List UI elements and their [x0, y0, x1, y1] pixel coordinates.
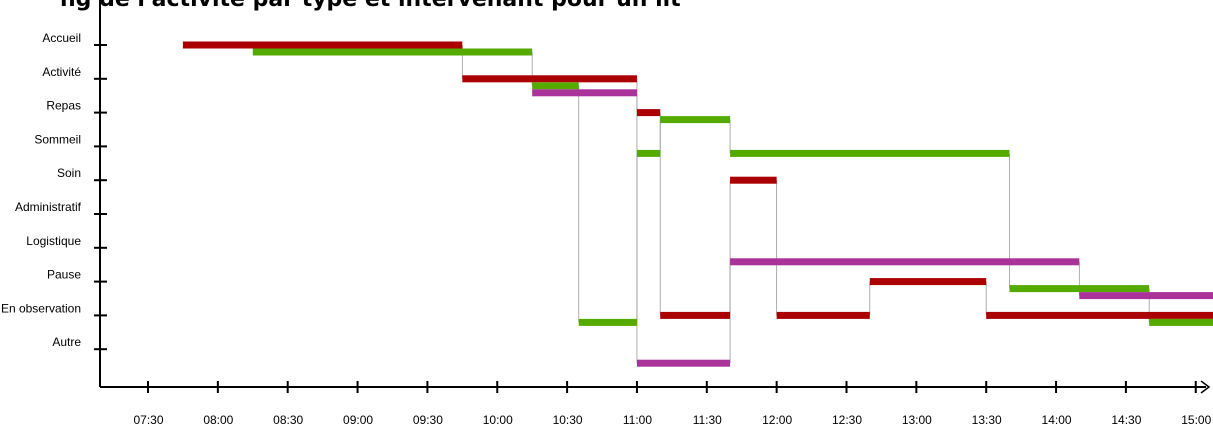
segment-bar: [636, 359, 731, 367]
x-tick-label: 15:00: [1181, 413, 1211, 427]
segment-bar: [730, 149, 1010, 157]
segment-bar: [578, 318, 637, 326]
y-tick-label: Activité: [42, 65, 81, 79]
x-tick-label: 08:00: [203, 413, 233, 427]
segment-bar: [182, 41, 463, 49]
segment-bar: [776, 311, 870, 319]
segment-bar: [660, 311, 731, 319]
segment-bar: [730, 258, 1080, 266]
x-tick-label: 12:00: [762, 413, 792, 427]
x-tick-label: 14:30: [1111, 413, 1141, 427]
segment-bar: [462, 75, 637, 83]
y-tick-label: Accueil: [42, 31, 81, 45]
segment-bar: [1009, 285, 1150, 293]
x-tick-label: 10:00: [483, 413, 513, 427]
segment-bar: [986, 311, 1213, 319]
y-tick-label: En observation: [1, 301, 81, 315]
x-tick-label: 09:00: [343, 413, 373, 427]
y-tick-label: Pause: [47, 268, 81, 282]
segment-bar: [869, 278, 987, 286]
segment-bar: [1079, 292, 1213, 300]
segment-bar: [252, 48, 533, 56]
x-tick-label: 13:00: [902, 413, 932, 427]
y-tick-label: Repas: [46, 99, 81, 113]
x-tick-label: 13:30: [972, 413, 1002, 427]
x-tick-label: 09:30: [413, 413, 443, 427]
segment-bar: [636, 109, 661, 117]
x-tick-label: 08:30: [273, 413, 303, 427]
y-tick-label: Logistique: [26, 234, 81, 248]
y-tick-label: Autre: [52, 335, 81, 349]
y-tick-label: Soin: [57, 166, 81, 180]
y-tick-label: Sommeil: [34, 132, 81, 146]
x-tick-label: 11:00: [623, 413, 652, 427]
segment-bar: [532, 82, 579, 90]
x-tick-label: 12:30: [832, 413, 862, 427]
connector-lines: [461, 45, 1150, 364]
segment-bar: [532, 89, 637, 97]
chart-title: ng de l'activité par type et intervenant…: [60, 0, 681, 12]
x-tick-label: 07:30: [133, 413, 163, 427]
x-axis-arrow-icon: [1200, 380, 1211, 394]
segments-layer: [182, 41, 1213, 367]
segment-bar: [636, 149, 661, 157]
x-tick-label: 14:00: [1042, 413, 1072, 427]
y-tick-label: Administratif: [15, 200, 82, 214]
x-tick-label: 10:30: [553, 413, 583, 427]
segment-bar: [730, 176, 777, 184]
x-tick-label: 11:30: [693, 413, 722, 427]
segment-bar: [660, 116, 731, 124]
segment-bar: [1149, 318, 1213, 326]
